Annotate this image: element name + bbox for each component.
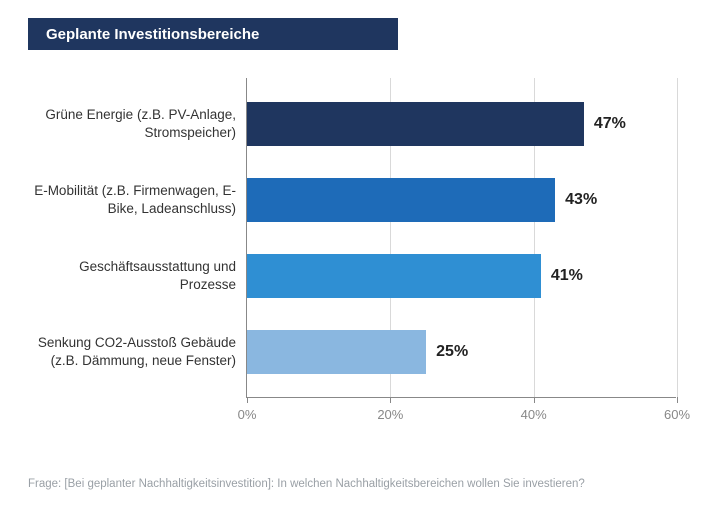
chart-area: 0% 20% 40% 60% Grüne Energie (z.B. PV-Anlag… bbox=[28, 78, 700, 438]
bar-row: E-Mobilität (z.B. Firmenwagen, E-Bike, L… bbox=[28, 178, 700, 222]
bar bbox=[247, 330, 426, 374]
axis-tick bbox=[247, 397, 248, 403]
chart-footnote: Frage: [Bei geplanter Nachhaltigkeitsinv… bbox=[28, 478, 585, 490]
axis-tick bbox=[677, 397, 678, 403]
bar-value: 47% bbox=[584, 115, 626, 133]
bar-row: Grüne Energie (z.B. PV-Anlage, Stromspei… bbox=[28, 102, 700, 146]
axis-tick bbox=[390, 397, 391, 403]
axis-tick bbox=[534, 397, 535, 403]
axis-tick-label: 20% bbox=[377, 407, 403, 422]
bar-row: Senkung CO2-Ausstoß Gebäude (z.B. Dämmun… bbox=[28, 330, 700, 374]
bar-value: 25% bbox=[426, 343, 468, 361]
bar-label: Senkung CO2-Ausstoß Gebäude (z.B. Dämmun… bbox=[28, 334, 236, 370]
bar-label: E-Mobilität (z.B. Firmenwagen, E-Bike, L… bbox=[28, 182, 236, 218]
bar-value: 43% bbox=[555, 191, 597, 209]
axis-tick-label: 40% bbox=[521, 407, 547, 422]
bar-label: Grüne Energie (z.B. PV-Anlage, Stromspei… bbox=[28, 106, 236, 142]
bar bbox=[247, 102, 584, 146]
bar-label: Geschäftsausstattung und Prozesse bbox=[28, 258, 236, 294]
chart-title-bar: Geplante Investitionsbereiche bbox=[28, 18, 398, 50]
bar bbox=[247, 178, 555, 222]
bar bbox=[247, 254, 541, 298]
chart-canvas: Geplante Investitionsbereiche 0% 20% 40% 60… bbox=[0, 0, 728, 508]
bar-value: 41% bbox=[541, 267, 583, 285]
axis-tick-label: 0% bbox=[238, 407, 257, 422]
axis-tick-label: 60% bbox=[664, 407, 690, 422]
bar-row: Geschäftsausstattung und Prozesse 41% bbox=[28, 254, 700, 298]
